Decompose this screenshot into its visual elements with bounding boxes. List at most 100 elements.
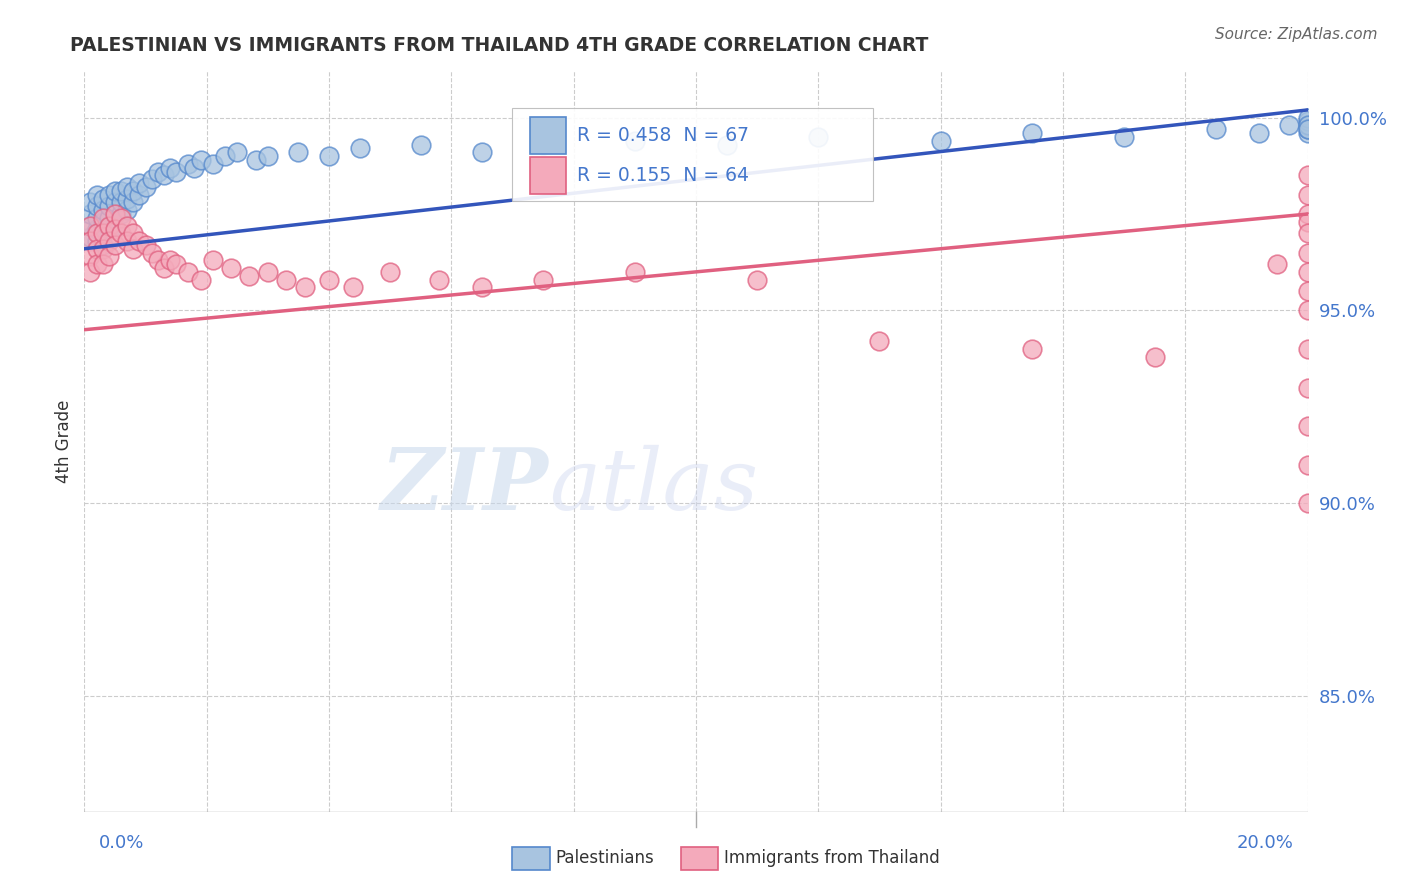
- Text: atlas: atlas: [550, 444, 758, 527]
- Point: [1021, 126, 1043, 140]
- Point: [1021, 342, 1043, 356]
- Point: [79, 219, 101, 233]
- Point: [115, 192, 138, 206]
- Point: [104, 238, 127, 252]
- Point: [159, 253, 181, 268]
- Point: [159, 161, 181, 175]
- Point: [135, 180, 157, 194]
- Point: [1296, 126, 1319, 140]
- Point: [146, 164, 169, 178]
- Point: [97, 249, 120, 263]
- Point: [318, 149, 340, 163]
- Point: [177, 265, 200, 279]
- Point: [91, 203, 114, 218]
- Point: [91, 227, 114, 241]
- Text: 20.0%: 20.0%: [1237, 834, 1294, 852]
- Point: [1296, 419, 1319, 434]
- Point: [122, 195, 145, 210]
- Point: [153, 169, 176, 183]
- Point: [1296, 245, 1319, 260]
- Point: [869, 334, 891, 349]
- Point: [1296, 265, 1319, 279]
- Point: [1296, 303, 1319, 318]
- Point: [214, 149, 236, 163]
- Point: [1296, 111, 1319, 125]
- Point: [128, 234, 150, 248]
- Point: [257, 149, 280, 163]
- Point: [110, 211, 132, 225]
- Point: [190, 153, 212, 167]
- Point: [141, 245, 163, 260]
- Point: [122, 184, 145, 198]
- Point: [177, 157, 200, 171]
- Point: [257, 265, 280, 279]
- Point: [1296, 227, 1319, 241]
- Point: [91, 242, 114, 256]
- Point: [201, 157, 224, 171]
- Point: [122, 242, 145, 256]
- Point: [1296, 342, 1319, 356]
- Point: [141, 172, 163, 186]
- Point: [238, 268, 260, 283]
- Point: [427, 272, 450, 286]
- Point: [146, 253, 169, 268]
- Point: [128, 176, 150, 190]
- Point: [97, 222, 120, 236]
- Point: [91, 211, 114, 225]
- Point: [86, 222, 108, 236]
- Point: [86, 257, 108, 271]
- Point: [1296, 496, 1319, 510]
- Point: [1247, 126, 1270, 140]
- FancyBboxPatch shape: [530, 156, 567, 194]
- Point: [104, 207, 127, 221]
- Point: [122, 227, 145, 241]
- Point: [97, 199, 120, 213]
- Point: [276, 272, 298, 286]
- Point: [165, 257, 187, 271]
- Point: [79, 230, 101, 244]
- Point: [110, 184, 132, 198]
- Point: [531, 137, 554, 152]
- Point: [115, 203, 138, 218]
- FancyBboxPatch shape: [530, 117, 567, 154]
- Point: [318, 272, 340, 286]
- Point: [531, 272, 554, 286]
- Point: [380, 265, 402, 279]
- Point: [104, 195, 127, 210]
- Point: [349, 141, 371, 155]
- Point: [716, 137, 738, 152]
- Point: [110, 207, 132, 221]
- Point: [91, 227, 114, 241]
- Point: [245, 153, 267, 167]
- Point: [115, 180, 138, 194]
- Point: [79, 219, 101, 233]
- Point: [183, 161, 205, 175]
- FancyBboxPatch shape: [513, 109, 873, 201]
- Point: [86, 199, 108, 213]
- Point: [1296, 284, 1319, 298]
- Point: [104, 219, 127, 233]
- Point: [86, 234, 108, 248]
- Point: [104, 222, 127, 236]
- Point: [91, 215, 114, 229]
- Text: R = 0.155  N = 64: R = 0.155 N = 64: [578, 166, 749, 185]
- Point: [79, 207, 101, 221]
- Point: [110, 195, 132, 210]
- Point: [153, 260, 176, 275]
- Point: [165, 164, 187, 178]
- Text: ZIP: ZIP: [381, 444, 550, 528]
- Point: [1265, 257, 1288, 271]
- Point: [115, 234, 138, 248]
- Point: [135, 238, 157, 252]
- Point: [342, 280, 364, 294]
- Point: [201, 253, 224, 268]
- Point: [1296, 458, 1319, 472]
- Point: [86, 187, 108, 202]
- Point: [97, 234, 120, 248]
- Point: [86, 242, 108, 256]
- Point: [190, 272, 212, 286]
- Point: [1278, 119, 1301, 133]
- Point: [1296, 207, 1319, 221]
- Point: [409, 137, 432, 152]
- Point: [1296, 122, 1319, 136]
